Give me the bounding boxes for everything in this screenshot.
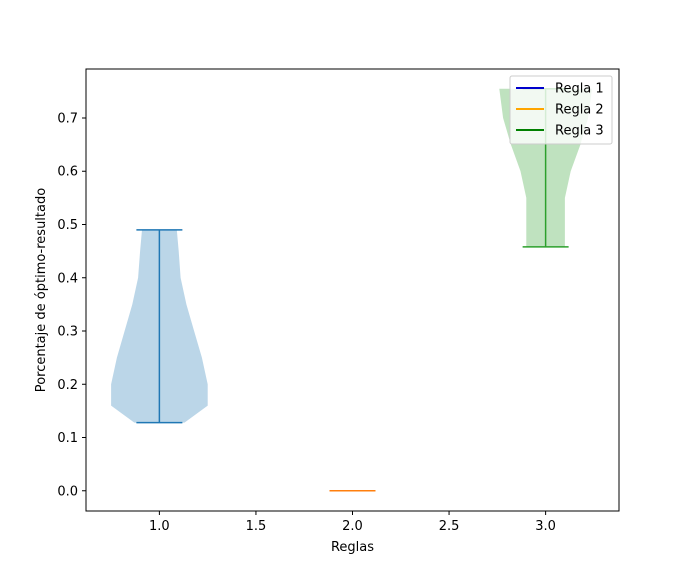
y-axis-ticks: 0.0 0.1 0.2 0.3 0.4 0.5 0.6 0.7 xyxy=(57,111,86,499)
y-tick-label: 0.5 xyxy=(57,218,78,233)
y-tick-label: 0.6 xyxy=(57,165,78,180)
y-tick-label: 0.2 xyxy=(57,378,78,393)
legend-label: Regla 1 xyxy=(555,82,604,97)
legend-box xyxy=(509,75,613,145)
y-tick-label: 0.0 xyxy=(57,484,78,499)
y-tick-label: 0.1 xyxy=(57,431,78,446)
x-tick-label: 2.0 xyxy=(342,519,363,534)
x-axis-label: Reglas xyxy=(331,540,374,555)
x-tick-label: 2.5 xyxy=(439,519,460,534)
y-tick-label: 0.7 xyxy=(57,111,78,126)
x-axis-ticks: 1.0 1.5 2.0 2.5 3.0 xyxy=(149,511,556,534)
x-tick-label: 1.0 xyxy=(149,519,170,534)
x-tick-label: 1.5 xyxy=(246,519,267,534)
legend-label: Regla 3 xyxy=(555,124,604,139)
legend-label: Regla 2 xyxy=(555,103,604,118)
x-tick-label: 3.0 xyxy=(535,519,556,534)
y-axis-label: Porcentaje de óptimo-resultado xyxy=(34,188,49,392)
y-tick-label: 0.4 xyxy=(57,271,78,286)
y-tick-label: 0.3 xyxy=(57,325,78,340)
legend: Regla 1 Regla 2 Regla 3 xyxy=(509,75,613,145)
